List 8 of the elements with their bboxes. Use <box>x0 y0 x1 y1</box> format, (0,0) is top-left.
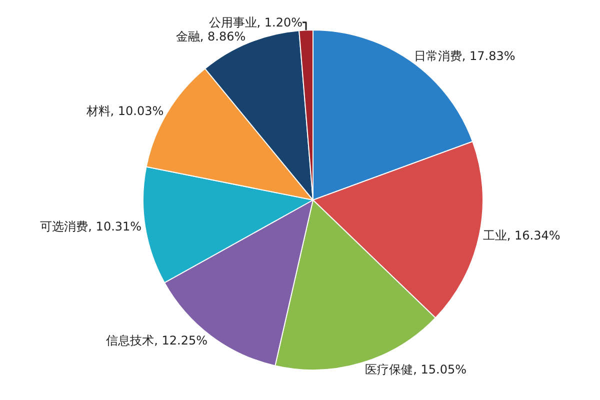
slice-label: 工业, 16.34% <box>482 228 560 242</box>
slice-label: 公用事业, 1.20% <box>208 15 303 30</box>
slice-label: 信息技术, 12.25% <box>106 333 208 348</box>
slice-label: 金融, 8.86% <box>176 29 246 44</box>
slice-label: 日常消费, 17.83% <box>414 48 516 63</box>
slice-label: 医疗保健, 15.05% <box>365 362 466 376</box>
slice-label: 可选消费, 10.31% <box>40 220 142 234</box>
slice-label: 材料, 10.03% <box>85 104 164 118</box>
